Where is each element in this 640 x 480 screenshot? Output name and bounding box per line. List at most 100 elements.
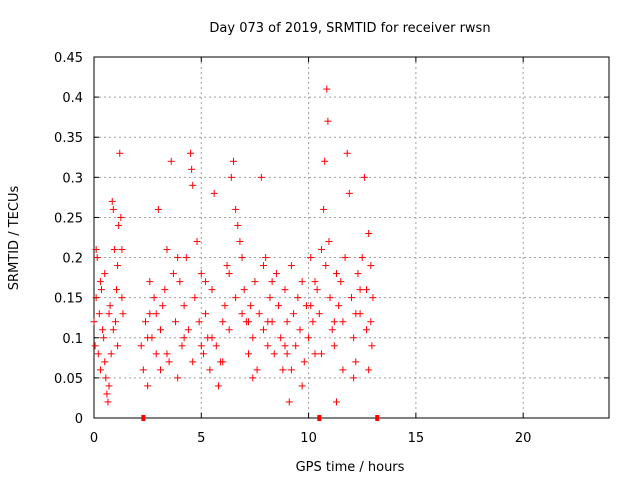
data-point — [165, 358, 173, 366]
data-point — [104, 398, 112, 406]
data-point — [157, 326, 165, 334]
data-point — [321, 157, 329, 165]
y-tick-label: 0.45 — [54, 51, 83, 66]
data-point — [283, 318, 291, 326]
data-point — [102, 374, 110, 382]
data-point — [268, 278, 276, 286]
data-point — [197, 270, 205, 278]
data-point — [326, 294, 334, 302]
data-point — [107, 350, 115, 358]
data-point — [309, 318, 317, 326]
x-tick-label: 10 — [300, 431, 317, 446]
data-point — [253, 366, 261, 374]
baseline-markers — [141, 415, 380, 421]
data-point — [98, 286, 106, 294]
data-point — [307, 254, 315, 262]
data-point — [255, 310, 263, 318]
data-point — [146, 278, 154, 286]
data-point — [236, 238, 244, 246]
data-point — [281, 342, 289, 350]
data-point — [103, 390, 111, 398]
data-point — [101, 358, 109, 366]
data-point — [367, 262, 375, 270]
data-point — [307, 302, 315, 310]
data-point — [369, 294, 377, 302]
data-point — [180, 334, 188, 342]
data-point — [311, 278, 319, 286]
data-point — [363, 286, 371, 294]
data-point — [214, 382, 222, 390]
data-point — [221, 302, 229, 310]
data-point — [118, 246, 126, 254]
data-point — [208, 286, 216, 294]
data-point — [352, 358, 360, 366]
data-point — [277, 334, 285, 342]
data-point — [144, 382, 152, 390]
data-point — [305, 334, 313, 342]
data-point — [367, 318, 375, 326]
data-point — [117, 213, 125, 221]
data-point — [368, 342, 376, 350]
data-point — [219, 318, 227, 326]
data-point — [108, 197, 116, 205]
data-point — [343, 149, 351, 157]
data-point — [92, 294, 100, 302]
data-point — [275, 302, 283, 310]
chart-title: Day 073 of 2019, SRMTID for receiver rws… — [209, 21, 490, 36]
data-point — [348, 294, 355, 302]
data-point — [167, 157, 175, 165]
data-point — [245, 350, 252, 358]
x-tick-label: 20 — [515, 431, 532, 446]
data-point — [345, 189, 353, 197]
data-point — [234, 221, 242, 229]
data-point — [281, 286, 289, 294]
data-point — [323, 85, 331, 93]
data-point — [300, 358, 308, 366]
data-point — [105, 310, 113, 318]
data-point — [199, 350, 207, 358]
x-tick-label: 15 — [408, 431, 425, 446]
data-point — [115, 221, 123, 229]
data-point — [332, 270, 340, 278]
data-point — [180, 302, 188, 310]
data-point — [178, 342, 186, 350]
y-tick-label: 0.4 — [62, 91, 83, 106]
data-point — [100, 334, 108, 342]
data-point — [114, 262, 122, 270]
data-point — [249, 334, 257, 342]
data-point — [260, 262, 268, 270]
y-tick-label: 0.35 — [54, 131, 83, 146]
axis-ticks: 0 5 10 15 20 0 0.05 0.1 0.15 0.2 0.25 0.3 0.35 0.4 0.4… — [54, 51, 609, 446]
x-tick-label: 0 — [90, 431, 98, 446]
data-point — [249, 374, 257, 382]
data-point — [245, 318, 252, 326]
data-point — [202, 310, 210, 318]
data-point — [238, 310, 246, 318]
data-point — [150, 294, 158, 302]
y-tick-label: 0 — [75, 412, 83, 427]
data-point — [350, 374, 358, 382]
data-point — [290, 310, 298, 318]
data-point — [191, 294, 199, 302]
data-point — [328, 326, 336, 334]
baseline-marker — [141, 415, 146, 421]
data-point — [111, 318, 119, 326]
data-point — [262, 254, 270, 262]
y-tick-label: 0.1 — [62, 332, 83, 347]
data-point — [187, 149, 195, 157]
data-point — [92, 246, 100, 254]
y-tick-label: 0.2 — [62, 252, 83, 267]
data-point — [292, 342, 300, 350]
data-point — [163, 350, 171, 358]
data-point — [251, 278, 259, 286]
data-point — [210, 189, 218, 197]
data-point — [119, 310, 127, 318]
data-point — [174, 374, 182, 382]
data-point — [296, 326, 304, 334]
data-point — [330, 318, 338, 326]
data-point — [101, 270, 109, 278]
data-point — [247, 302, 255, 310]
data-point — [225, 270, 233, 278]
y-tick-label: 0.3 — [62, 171, 83, 186]
data-point — [311, 350, 319, 358]
